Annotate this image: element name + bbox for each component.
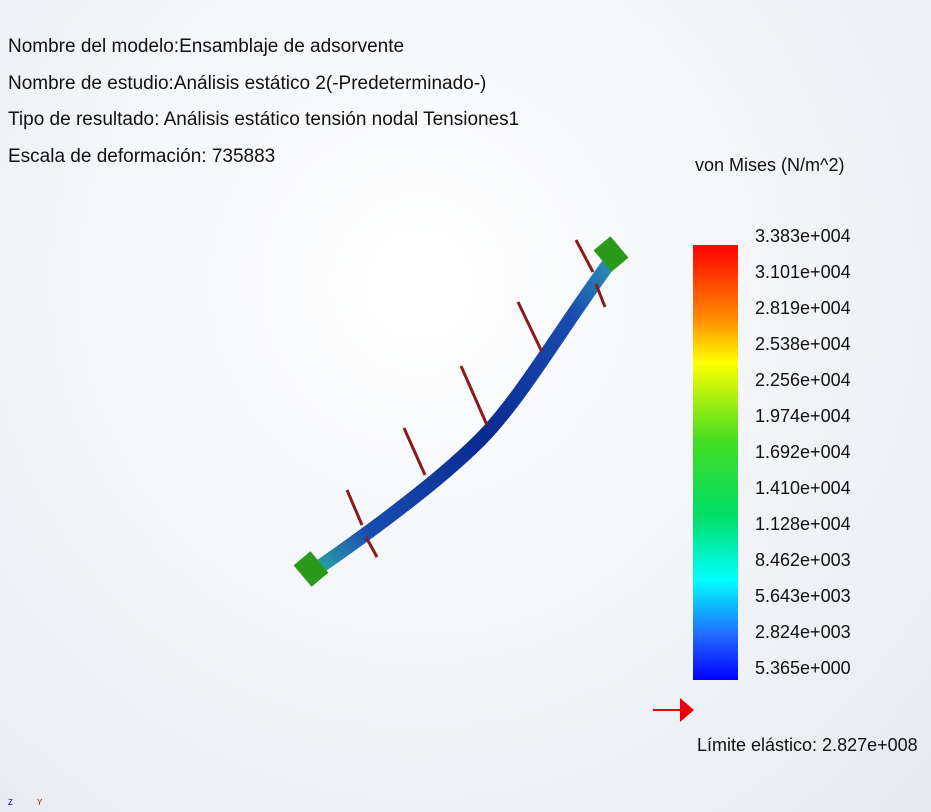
beam (315, 262, 610, 570)
legend-label: 5.643e+003 (755, 586, 851, 607)
legend-label: 2.824e+003 (755, 622, 851, 643)
fixture (294, 236, 629, 587)
legend-label: 2.538e+004 (755, 334, 851, 355)
legend-label: 1.410e+004 (755, 478, 851, 499)
legend-label: 3.383e+004 (755, 226, 851, 247)
info-line: Nombre del modelo:Ensamblaje de adsorven… (8, 36, 404, 58)
legend-label: 2.256e+004 (755, 370, 851, 391)
legend-label: 1.692e+004 (755, 442, 851, 463)
info-line: Escala de deformación: 735883 (8, 146, 275, 168)
color-bar (693, 245, 738, 680)
legend-label: 1.974e+004 (755, 406, 851, 427)
yield-label: Límite elástico: 2.827e+008 (697, 735, 918, 756)
screen: Nombre del modelo:Ensamblaje de adsorven… (0, 0, 931, 812)
yield-arrow-head (680, 698, 694, 722)
triad-y: Y (37, 798, 42, 807)
legend-label: 3.101e+004 (755, 262, 851, 283)
info-line: Nombre de estudio:Análisis estático 2(-P… (8, 73, 486, 95)
info-line: Tipo de resultado: Análisis estático ten… (8, 109, 519, 131)
legend-label: 8.462e+003 (755, 550, 851, 571)
loads (347, 240, 605, 557)
triad-z: Z (8, 798, 13, 807)
legend-title: von Mises (N/m^2) (695, 155, 844, 176)
legend-label: 5.365e+000 (755, 658, 851, 679)
legend-label: 2.819e+004 (755, 298, 851, 319)
legend-label: 1.128e+004 (755, 514, 851, 535)
